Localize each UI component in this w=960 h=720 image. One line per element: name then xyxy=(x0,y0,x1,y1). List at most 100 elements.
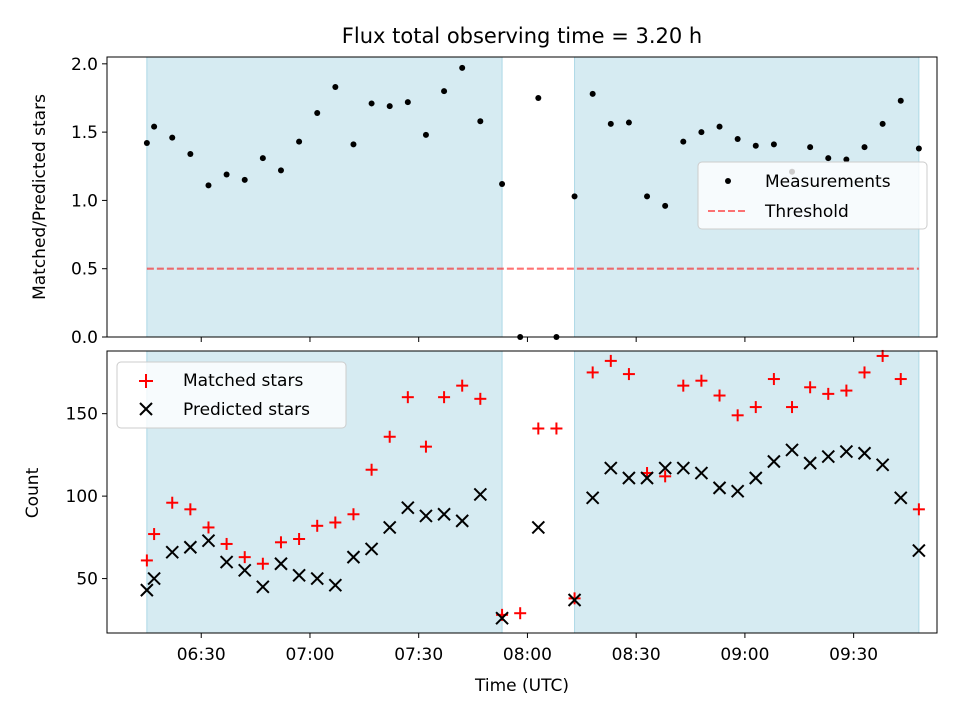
shaded-interval-2 xyxy=(574,350,920,634)
predicted-star-point xyxy=(912,543,926,558)
bottom-ytick-label: 150 xyxy=(66,405,98,425)
predicted-star-point xyxy=(785,443,799,457)
matched-star-point xyxy=(912,503,925,516)
measurement-point xyxy=(223,171,230,178)
top-y-axis-label: Matched/Predicted stars xyxy=(30,94,50,300)
measurement-point xyxy=(698,129,705,136)
bottom-y-axis-label: Count xyxy=(23,467,43,518)
predicted-star-point xyxy=(712,481,727,495)
bottom-legend-box xyxy=(116,361,347,429)
matched-star-point xyxy=(804,381,817,394)
predicted-star-point xyxy=(147,571,161,586)
top-legend: Measurements Threshold xyxy=(697,161,928,230)
predicted-star-point xyxy=(640,471,654,485)
top-panel: 0.00.51.01.52.0 Matched/Predicted stars … xyxy=(30,55,938,348)
predicted-star-point xyxy=(183,540,198,554)
predicted-star-point xyxy=(585,491,600,505)
bottom-axes-frame xyxy=(106,350,938,634)
matched-star-point xyxy=(347,508,360,521)
matched-star-point xyxy=(659,470,672,483)
measurement-point xyxy=(879,120,886,127)
measurement-point xyxy=(187,150,194,157)
predicted-star-point xyxy=(140,583,154,597)
matched-star-point xyxy=(822,387,835,400)
measurement-point xyxy=(241,176,248,183)
measurement-point xyxy=(716,123,723,130)
predicted-star-point xyxy=(238,563,252,578)
measurement-point xyxy=(662,202,669,209)
measurement-point xyxy=(368,100,375,107)
measurement-point xyxy=(499,181,506,188)
legend-measurements-marker xyxy=(725,178,731,184)
predicted-star-point xyxy=(676,461,690,475)
predicted-star-point xyxy=(419,509,433,523)
measurement-point xyxy=(825,155,832,162)
top-measurement-points xyxy=(143,64,922,340)
measurement-point xyxy=(734,135,741,142)
measurement-point xyxy=(459,64,466,71)
matched-star-point xyxy=(767,373,780,386)
measurement-point xyxy=(807,144,814,151)
matched-star-point xyxy=(365,463,378,476)
matched-star-point xyxy=(148,528,161,541)
legend-measurements-label: Measurements xyxy=(765,172,891,192)
top-legend-box xyxy=(697,161,928,230)
predicted-star-point xyxy=(346,550,361,564)
predicted-star-point xyxy=(894,491,908,505)
legend-predicted-label: Predicted stars xyxy=(183,400,310,420)
predicted-star-point xyxy=(730,484,745,498)
matched-star-point xyxy=(876,349,889,362)
matched-star-point xyxy=(786,401,799,414)
matched-star-point xyxy=(401,391,414,404)
top-x-ticks xyxy=(200,337,855,342)
predicted-star-point xyxy=(749,471,763,485)
predicted-star-point xyxy=(604,461,618,475)
matched-star-point xyxy=(550,422,563,435)
measurement-point xyxy=(259,155,266,162)
matched-star-point xyxy=(383,430,396,443)
bottom-ytick-label: 50 xyxy=(76,570,98,590)
measurement-point xyxy=(477,118,484,125)
xtick-label: 07:30 xyxy=(394,645,443,665)
bottom-star-points xyxy=(140,349,926,625)
matched-star-point xyxy=(329,516,342,529)
measurement-point xyxy=(535,94,542,101)
measurement-point xyxy=(422,131,429,138)
matched-star-point xyxy=(695,374,708,387)
matched-star-point xyxy=(858,366,871,379)
xtick-label: 08:30 xyxy=(612,645,661,665)
predicted-star-point xyxy=(328,578,343,592)
measurement-point xyxy=(861,144,868,151)
measurement-point xyxy=(897,97,904,104)
top-ytick-label: 1.0 xyxy=(71,191,98,211)
top-ytick-label: 0.0 xyxy=(71,328,98,348)
predicted-star-point xyxy=(201,533,216,548)
top-ytick-label: 2.0 xyxy=(71,55,98,75)
measurement-point xyxy=(314,110,321,116)
bottom-y-ticks: 50 100 150 xyxy=(66,405,107,590)
predicted-star-point xyxy=(803,456,817,470)
matched-star-point xyxy=(514,607,527,620)
matched-star-point xyxy=(840,384,853,397)
matched-star-point xyxy=(238,551,251,564)
bottom-ytick-label: 100 xyxy=(66,487,98,507)
predicted-star-point xyxy=(274,557,288,571)
matched-star-point xyxy=(140,554,153,567)
matched-star-point xyxy=(311,519,324,532)
measurement-point xyxy=(205,182,212,189)
predicted-star-point xyxy=(767,454,781,469)
xtick-label: 06:30 xyxy=(177,645,226,665)
matched-star-point xyxy=(293,533,306,545)
measurement-point xyxy=(296,138,303,145)
predicted-star-point xyxy=(821,449,835,464)
matched-star-point xyxy=(456,379,469,392)
predicted-star-point xyxy=(875,458,890,472)
measurement-point xyxy=(571,193,578,200)
predicted-star-point xyxy=(219,555,234,569)
measurement-point xyxy=(625,119,632,126)
shaded-interval-1 xyxy=(146,56,503,338)
matched-star-point xyxy=(731,409,744,422)
legend-matched-label: Matched stars xyxy=(183,371,303,391)
predicted-star-point xyxy=(256,580,270,594)
